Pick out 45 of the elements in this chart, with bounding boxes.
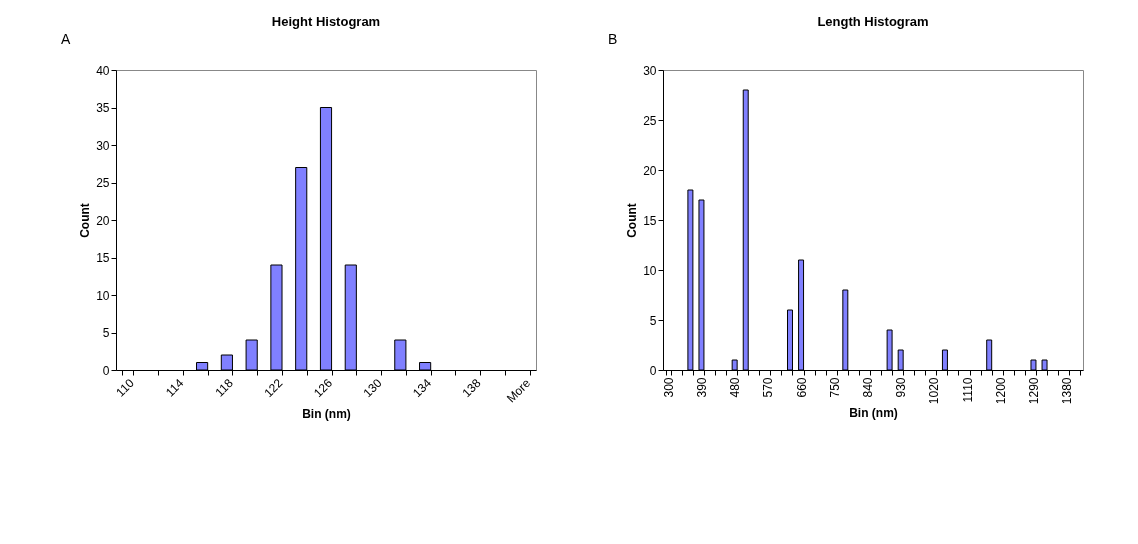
x-tick-label: 138 xyxy=(459,375,484,401)
x-tick-label: 1380 xyxy=(1060,377,1075,405)
y-tick-label: 15 xyxy=(96,251,110,265)
x-tick-label: 930 xyxy=(894,377,909,398)
x-tick-label: 1020 xyxy=(927,377,942,405)
y-tick-label: 25 xyxy=(643,113,657,128)
chart-title: Length Histogram xyxy=(817,14,929,29)
y-tick-label: 10 xyxy=(643,263,657,278)
x-tick-label: 300 xyxy=(661,377,676,398)
x-tick-label: 1200 xyxy=(993,377,1008,405)
y-tick-label: 10 xyxy=(96,288,110,303)
y-tick-label: 25 xyxy=(96,176,110,190)
x-tick-label: 750 xyxy=(827,377,842,398)
x-axis-title: Bin (nm) xyxy=(302,406,351,421)
x-axis-title: Bin (nm) xyxy=(849,406,898,421)
y-tick-label: 5 xyxy=(649,313,657,328)
y-tick-label: 20 xyxy=(643,163,657,178)
x-tick-label: 122 xyxy=(261,375,286,401)
x-tick-label: 114 xyxy=(162,375,187,400)
y-axis-title: Count xyxy=(78,203,93,238)
x-tick-label: 1290 xyxy=(1026,377,1041,405)
x-tick-label: 480 xyxy=(728,377,743,398)
chart-title: Height Histogram xyxy=(271,14,381,29)
text: A xyxy=(61,31,71,47)
x-tick-label: 118 xyxy=(212,375,237,400)
x-tick-label: 660 xyxy=(794,377,809,398)
x-tick-label: 130 xyxy=(360,375,385,401)
x-tick-label: 110 xyxy=(113,375,137,400)
y-tick-label: 0 xyxy=(102,363,110,378)
y-tick-label: 40 xyxy=(96,63,110,78)
text: B xyxy=(608,31,618,47)
y-tick-label: 5 xyxy=(102,326,110,340)
x-tick-label: 840 xyxy=(860,377,875,398)
y-tick-label: 35 xyxy=(96,101,110,115)
x-tick-label: 570 xyxy=(761,377,776,398)
y-tick-label: 30 xyxy=(643,63,657,78)
y-tick-label: 20 xyxy=(96,213,110,228)
x-tick-label: 126 xyxy=(310,375,336,401)
y-tick-label: 0 xyxy=(649,363,657,378)
y-axis-title: Count xyxy=(625,203,640,238)
x-tick-label: 1110 xyxy=(960,377,975,403)
y-tick-label: 15 xyxy=(643,213,657,228)
x-tick-label: 134 xyxy=(410,375,435,401)
x-tick-label: 390 xyxy=(694,377,709,398)
y-tick-label: 30 xyxy=(96,138,110,153)
